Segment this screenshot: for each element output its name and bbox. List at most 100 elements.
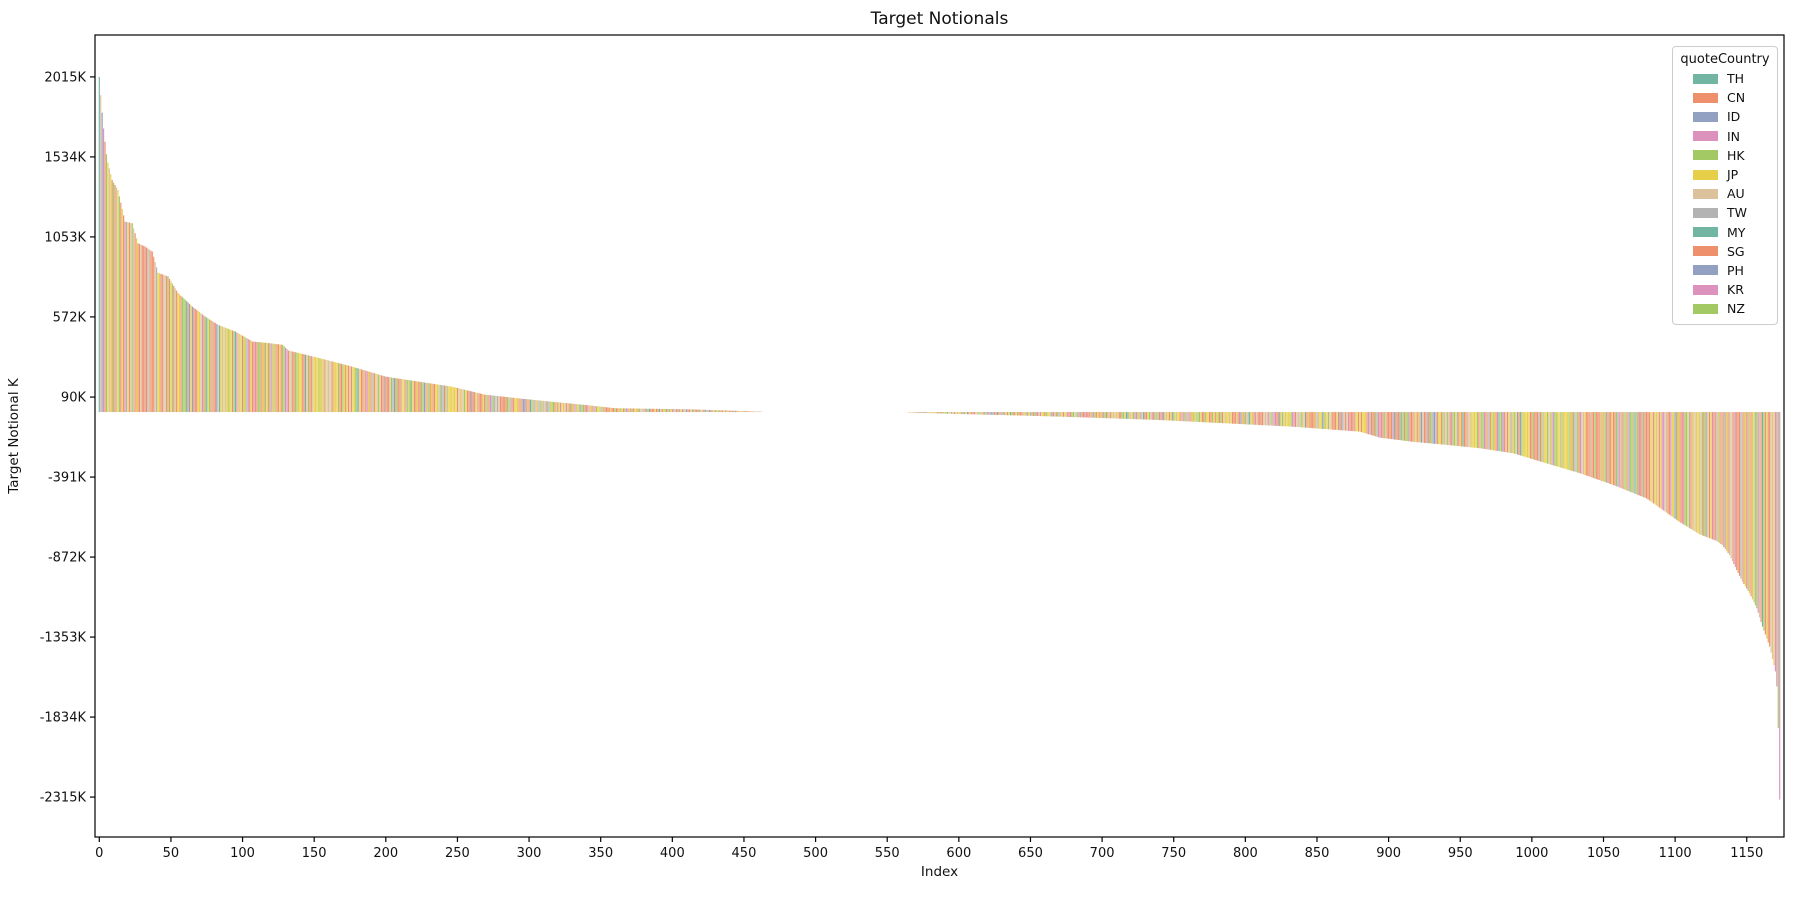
bar — [419, 381, 421, 413]
bar — [1187, 412, 1189, 422]
bar — [991, 412, 993, 415]
bar — [1562, 412, 1564, 469]
bar — [1347, 412, 1350, 431]
y-tick-label: 2015K — [44, 70, 86, 85]
bar — [1655, 412, 1658, 506]
bar — [541, 400, 543, 413]
bar — [651, 408, 653, 413]
bar — [1133, 412, 1135, 420]
bar — [617, 408, 619, 413]
bar — [1072, 412, 1075, 418]
bar — [214, 323, 216, 413]
bar — [1435, 412, 1437, 444]
bar — [1171, 412, 1173, 421]
bar — [476, 392, 479, 413]
bar — [223, 327, 225, 413]
bar — [941, 412, 943, 414]
bar — [631, 408, 633, 413]
bar — [1112, 412, 1115, 419]
bar — [1022, 412, 1024, 416]
bar — [971, 412, 973, 415]
bar — [677, 409, 679, 413]
bar — [1194, 412, 1196, 422]
bar — [1018, 412, 1020, 416]
bar — [1406, 412, 1408, 442]
bar — [1585, 412, 1587, 476]
bar — [408, 380, 410, 413]
plot-frame — [94, 34, 1785, 838]
bar — [138, 243, 140, 413]
bar — [1605, 412, 1607, 483]
bar — [284, 347, 287, 413]
bar — [1137, 412, 1139, 420]
bar — [995, 412, 997, 415]
bar — [951, 412, 953, 414]
bar — [1592, 412, 1595, 478]
bar — [1734, 412, 1736, 568]
bar — [1508, 412, 1510, 453]
bar — [1713, 412, 1715, 540]
bar — [1631, 412, 1633, 493]
bar — [433, 384, 436, 413]
bar — [508, 397, 510, 413]
bar — [657, 408, 659, 413]
bar — [643, 408, 645, 413]
bar — [113, 182, 115, 413]
bar — [180, 295, 182, 413]
bar — [923, 412, 926, 414]
bar — [1335, 412, 1337, 430]
bar — [121, 208, 123, 413]
bar — [1176, 412, 1178, 421]
bar — [1665, 412, 1668, 513]
bar — [339, 363, 341, 413]
bar — [580, 404, 582, 413]
bar — [1095, 412, 1097, 418]
bar — [1468, 412, 1470, 448]
x-tick-label: 1100 — [1659, 846, 1692, 861]
bar — [1170, 412, 1172, 421]
bar — [1627, 412, 1629, 491]
bar — [1700, 412, 1702, 535]
bar — [1608, 412, 1610, 484]
bar — [1097, 412, 1099, 418]
bar — [727, 410, 729, 413]
bar — [200, 313, 202, 413]
bar — [1200, 412, 1202, 423]
bar — [399, 378, 401, 413]
bar — [1724, 412, 1726, 550]
bar — [1366, 412, 1368, 434]
bar — [935, 412, 937, 414]
bar — [1039, 412, 1042, 417]
bar — [320, 358, 322, 413]
bar — [1266, 412, 1268, 426]
bar — [910, 412, 913, 413]
bar — [1677, 412, 1679, 521]
bar — [1031, 412, 1033, 416]
bar — [243, 336, 245, 413]
bar — [1441, 412, 1443, 445]
bar — [1426, 412, 1428, 444]
bar — [1551, 412, 1553, 465]
bar — [1442, 412, 1444, 445]
bar — [277, 344, 279, 413]
bar — [272, 343, 274, 413]
bar — [1545, 412, 1547, 464]
bar — [1472, 412, 1474, 448]
bar — [1028, 412, 1030, 416]
bar — [128, 222, 130, 413]
bar — [1087, 412, 1089, 418]
bar — [1173, 412, 1175, 421]
bar — [1422, 412, 1424, 443]
bar — [256, 341, 258, 413]
bar — [423, 382, 426, 413]
bar — [595, 406, 597, 413]
bar — [1211, 412, 1213, 423]
bar — [670, 409, 672, 413]
bar — [1306, 412, 1308, 428]
bar — [1674, 412, 1676, 519]
x-tick-label: 550 — [875, 846, 900, 861]
x-tick-label: 1000 — [1515, 846, 1548, 861]
bar — [1197, 412, 1199, 422]
bar — [955, 412, 957, 414]
bar — [1101, 412, 1103, 419]
